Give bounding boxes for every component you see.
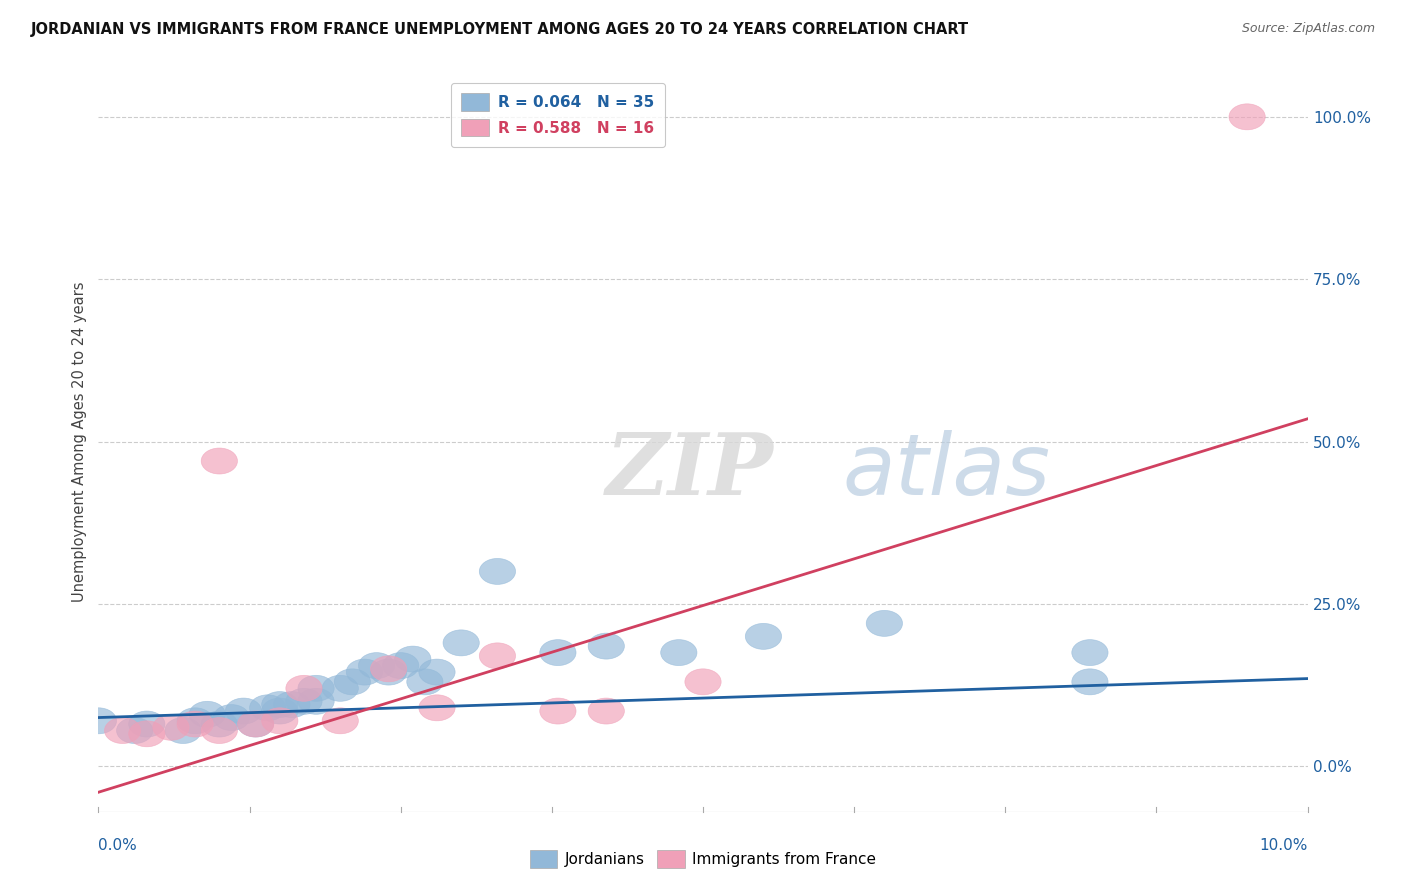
Ellipse shape <box>419 695 456 721</box>
Ellipse shape <box>129 711 165 737</box>
Y-axis label: Unemployment Among Ages 20 to 24 years: Unemployment Among Ages 20 to 24 years <box>72 281 87 602</box>
Ellipse shape <box>201 711 238 737</box>
Ellipse shape <box>745 624 782 649</box>
Ellipse shape <box>395 646 432 672</box>
Ellipse shape <box>335 669 371 695</box>
Ellipse shape <box>1071 640 1108 665</box>
Ellipse shape <box>80 708 117 734</box>
Ellipse shape <box>540 698 576 724</box>
Ellipse shape <box>866 610 903 636</box>
Ellipse shape <box>479 643 516 669</box>
Ellipse shape <box>238 711 274 737</box>
Text: atlas: atlas <box>842 430 1050 513</box>
Ellipse shape <box>322 708 359 734</box>
Ellipse shape <box>371 656 406 681</box>
Text: JORDANIAN VS IMMIGRANTS FROM FRANCE UNEMPLOYMENT AMONG AGES 20 TO 24 YEARS CORRE: JORDANIAN VS IMMIGRANTS FROM FRANCE UNEM… <box>31 22 969 37</box>
Ellipse shape <box>382 653 419 679</box>
Ellipse shape <box>250 695 285 721</box>
Ellipse shape <box>588 698 624 724</box>
Ellipse shape <box>129 721 165 747</box>
Ellipse shape <box>322 675 359 701</box>
Legend: Jordanians, Immigrants from France: Jordanians, Immigrants from France <box>520 841 886 877</box>
Ellipse shape <box>225 698 262 724</box>
Ellipse shape <box>214 705 250 731</box>
Ellipse shape <box>201 717 238 744</box>
Ellipse shape <box>177 711 214 737</box>
Ellipse shape <box>298 689 335 714</box>
Ellipse shape <box>177 708 214 734</box>
Ellipse shape <box>685 669 721 695</box>
Ellipse shape <box>201 448 238 474</box>
Text: ZIP: ZIP <box>606 429 775 513</box>
Ellipse shape <box>262 691 298 717</box>
Ellipse shape <box>274 691 311 717</box>
Ellipse shape <box>371 659 406 685</box>
Ellipse shape <box>1071 669 1108 695</box>
Ellipse shape <box>285 675 322 701</box>
Ellipse shape <box>104 717 141 744</box>
Ellipse shape <box>238 711 274 737</box>
Ellipse shape <box>588 633 624 659</box>
Ellipse shape <box>262 698 298 724</box>
Ellipse shape <box>443 630 479 656</box>
Text: 0.0%: 0.0% <box>98 838 138 853</box>
Ellipse shape <box>298 675 335 701</box>
Ellipse shape <box>117 717 153 744</box>
Ellipse shape <box>479 558 516 584</box>
Ellipse shape <box>419 659 456 685</box>
Ellipse shape <box>359 653 395 679</box>
Ellipse shape <box>346 659 382 685</box>
Ellipse shape <box>540 640 576 665</box>
Ellipse shape <box>153 714 190 740</box>
Ellipse shape <box>661 640 697 665</box>
Ellipse shape <box>406 669 443 695</box>
Ellipse shape <box>165 717 201 744</box>
Text: 10.0%: 10.0% <box>1260 838 1308 853</box>
Ellipse shape <box>285 689 322 714</box>
Ellipse shape <box>1229 103 1265 130</box>
Ellipse shape <box>188 701 225 727</box>
Text: Source: ZipAtlas.com: Source: ZipAtlas.com <box>1241 22 1375 36</box>
Ellipse shape <box>262 708 298 734</box>
Legend: R = 0.064   N = 35, R = 0.588   N = 16: R = 0.064 N = 35, R = 0.588 N = 16 <box>451 83 665 147</box>
